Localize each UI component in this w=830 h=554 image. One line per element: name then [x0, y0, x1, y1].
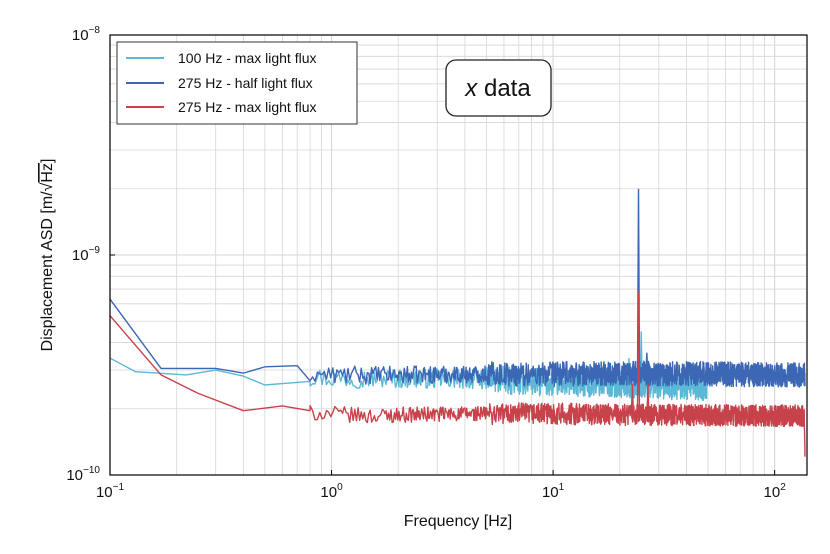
ticks	[109, 34, 776, 476]
y-tick-label: 10−9	[72, 245, 101, 264]
x-tick-label: 102	[764, 482, 787, 501]
annotation-box	[445, 59, 552, 117]
series-spike	[646, 383, 650, 415]
y-tick-label: 10−10	[66, 465, 100, 484]
series-line	[110, 298, 806, 388]
x-tick-label: 10−1	[96, 482, 125, 501]
annotation-text: x data	[464, 75, 531, 102]
legend: 100 Hz - max light flux 275 Hz - half li…	[116, 41, 358, 125]
y-tick-label: 10−8	[72, 25, 101, 44]
legend-label: 100 Hz - max light flux	[178, 50, 317, 66]
x-tick-label: 101	[542, 482, 565, 501]
series-line	[110, 315, 806, 457]
x-axis-label: Frequency [Hz]	[404, 513, 512, 530]
y-axis-label: Displacement ASD [m/√Hz]	[39, 159, 56, 352]
legend-label: 275 Hz - half light flux	[178, 75, 313, 91]
series-layer	[110, 188, 806, 457]
sqrt-symbol: √	[39, 182, 56, 191]
series-spike	[645, 352, 649, 374]
series-spike	[631, 360, 635, 374]
annotation: x data	[445, 59, 552, 117]
legend-label: 275 Hz - max light flux	[178, 99, 317, 115]
series-spike	[630, 383, 635, 415]
series-spike	[636, 291, 641, 415]
x-tick-label: 100	[320, 482, 343, 501]
